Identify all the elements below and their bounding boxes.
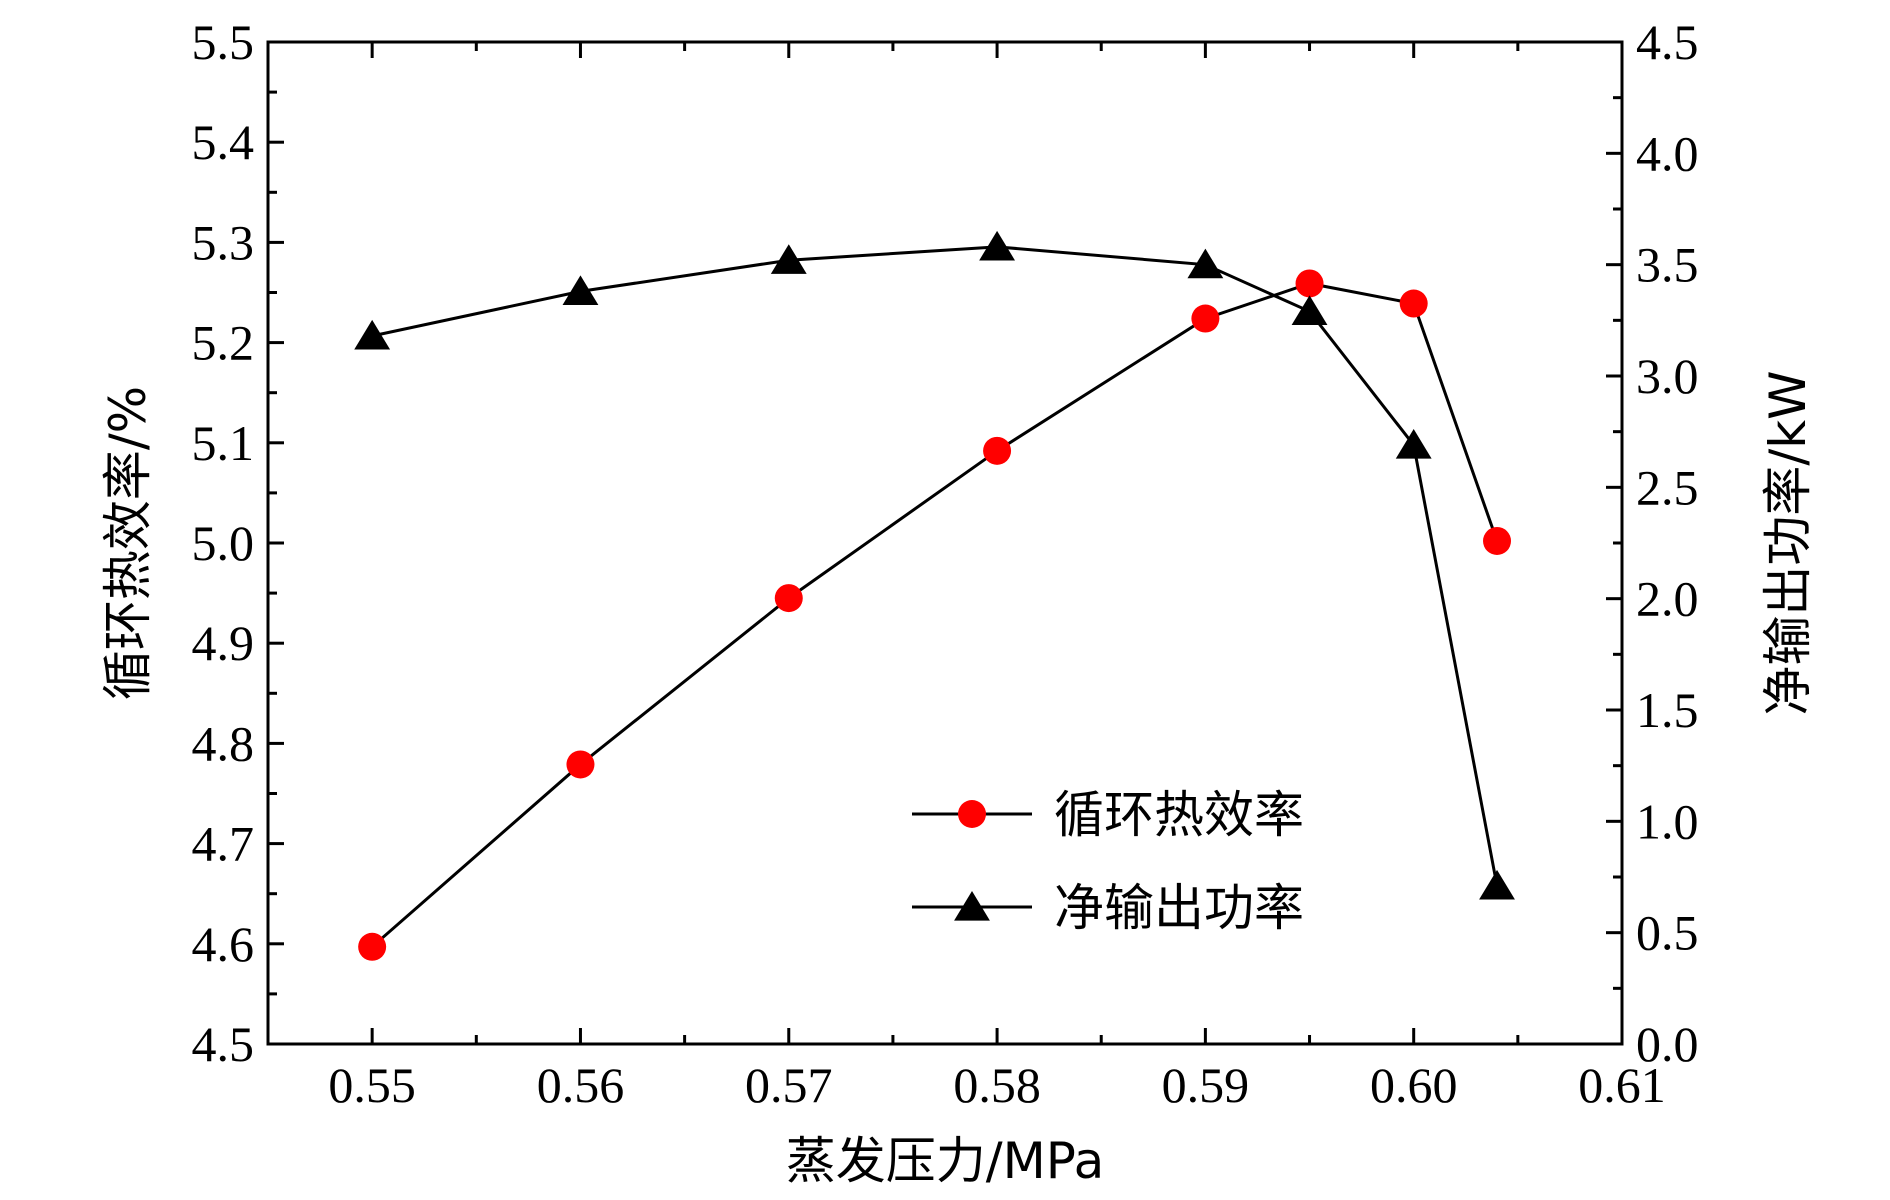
x-axis-title: 蒸发压力/MPa bbox=[786, 1132, 1105, 1190]
y-left-tick-label: 5.4 bbox=[192, 114, 255, 170]
y-right-tick-label: 3.5 bbox=[1636, 237, 1699, 293]
data-point-net-power bbox=[562, 275, 599, 305]
x-tick-label: 0.55 bbox=[328, 1057, 416, 1113]
x-tick-label: 0.57 bbox=[745, 1057, 833, 1113]
y-right-tick-label: 4.5 bbox=[1636, 14, 1699, 70]
y-right-tick-label: 0.0 bbox=[1636, 1016, 1699, 1072]
legend-label-net-power: 净输出功率 bbox=[1054, 879, 1304, 937]
y-right-tick-label: 1.5 bbox=[1636, 682, 1699, 738]
plot-frame bbox=[266, 40, 1624, 1046]
y-right-axis-title: 净输出功率/kW bbox=[1759, 370, 1817, 715]
data-point-net-power bbox=[1479, 869, 1515, 900]
data-point-net-power bbox=[1187, 248, 1224, 279]
data-point-efficiency bbox=[1295, 269, 1324, 298]
y-left-tick-label: 4.9 bbox=[192, 615, 255, 671]
legend-marker-efficiency bbox=[958, 800, 986, 828]
series-layer bbox=[354, 230, 1515, 961]
y-left-tick-label: 4.5 bbox=[192, 1016, 255, 1072]
x-tick-label: 0.59 bbox=[1162, 1057, 1250, 1113]
data-point-efficiency bbox=[566, 750, 595, 779]
legend-label-efficiency: 循环热效率 bbox=[1054, 786, 1304, 844]
plot-area-border bbox=[266, 40, 1624, 1046]
legend-marker-net-power bbox=[954, 891, 990, 921]
y-right-tick-label: 4.0 bbox=[1636, 125, 1699, 181]
data-point-net-power bbox=[979, 230, 1015, 261]
y-left-axis-title: 循环热效率/% bbox=[99, 386, 157, 700]
data-point-efficiency bbox=[358, 932, 387, 961]
y-left-tick-label: 4.7 bbox=[192, 816, 255, 872]
x-tick-label: 0.61 bbox=[1578, 1057, 1666, 1113]
y-left-tick-label: 5.3 bbox=[192, 214, 255, 270]
y-left-tick-label: 5.2 bbox=[192, 315, 255, 371]
data-point-efficiency bbox=[983, 436, 1012, 465]
data-point-efficiency bbox=[1483, 526, 1512, 555]
y-left-tick-label: 4.6 bbox=[192, 916, 255, 972]
data-point-efficiency bbox=[1399, 289, 1428, 318]
y-left-tick-label: 5.5 bbox=[192, 14, 255, 70]
ticks-layer: 0.55 0.56 0.57 0.58 0.59 0.60 0.61 4.5 4.6 4.7 4.8… bbox=[192, 14, 1699, 1113]
y-left-tick-label: 4.8 bbox=[192, 715, 255, 771]
series-line-net-power bbox=[371, 245, 1499, 887]
y-left-tick-label: 5.0 bbox=[192, 515, 255, 571]
y-right-tick-label: 0.5 bbox=[1636, 905, 1699, 961]
y-right-tick-label: 3.0 bbox=[1636, 348, 1699, 404]
data-point-efficiency bbox=[774, 584, 803, 613]
y-right-tick-label: 2.0 bbox=[1636, 571, 1699, 627]
data-point-efficiency bbox=[1191, 304, 1220, 333]
x-tick-label: 0.58 bbox=[953, 1057, 1041, 1113]
y-right-tick-label: 1.0 bbox=[1636, 793, 1699, 849]
data-point-net-power bbox=[1291, 295, 1328, 326]
series-line-efficiency bbox=[371, 281, 1499, 948]
data-point-net-power bbox=[354, 319, 391, 350]
y-left-tick-label: 5.1 bbox=[192, 415, 255, 471]
data-point-net-power bbox=[1395, 429, 1432, 459]
y-right-tick-label: 2.5 bbox=[1636, 459, 1699, 515]
x-tick-label: 0.56 bbox=[537, 1057, 625, 1113]
data-point-net-power bbox=[770, 244, 807, 274]
x-tick-label: 0.60 bbox=[1370, 1057, 1458, 1113]
